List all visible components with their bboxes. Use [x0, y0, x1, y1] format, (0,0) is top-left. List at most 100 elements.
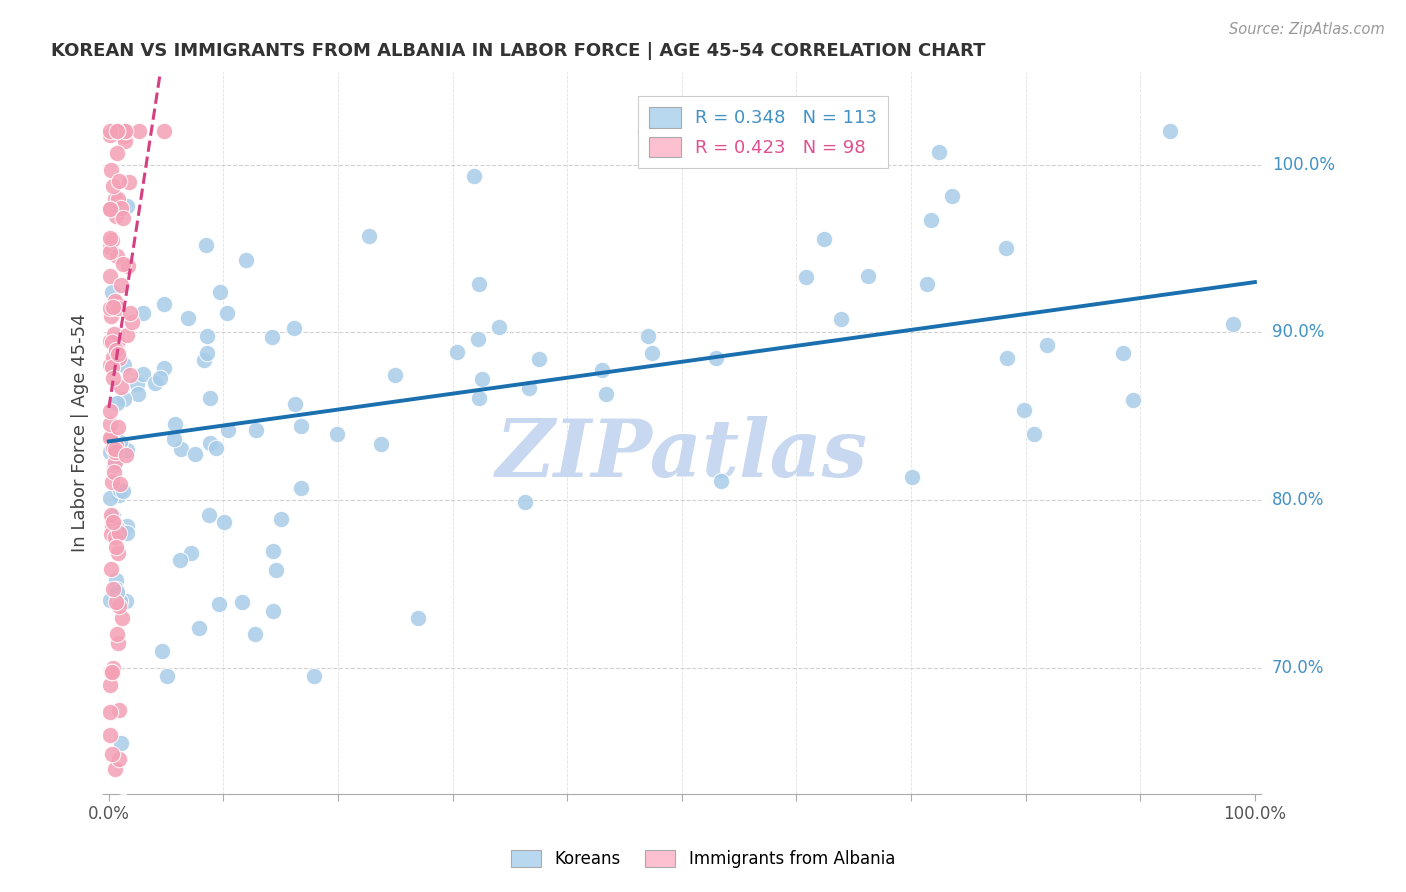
Point: [105, 585, 128, 599]
Point: [326, 426, 349, 441]
Point: [104, 444, 127, 458]
Point: [153, 360, 176, 375]
Point: [105, 336, 128, 351]
Point: [165, 417, 187, 432]
Point: [100, 508, 122, 522]
Point: [98, 593, 121, 607]
Point: [900, 470, 922, 484]
Point: [101, 747, 124, 761]
Point: [107, 351, 129, 365]
Point: [928, 145, 950, 159]
Point: [104, 519, 127, 533]
Point: [105, 396, 128, 410]
Point: [110, 525, 132, 540]
Point: [195, 346, 218, 360]
Point: [112, 211, 135, 226]
Text: KOREAN VS IMMIGRANTS FROM ALBANIA IN LABOR FORCE | AGE 45-54 CORRELATION CHART: KOREAN VS IMMIGRANTS FROM ALBANIA IN LAB…: [51, 42, 986, 60]
Point: [869, 124, 891, 138]
Point: [100, 309, 122, 323]
Point: [235, 253, 257, 268]
Point: [100, 527, 122, 541]
Point: [105, 124, 128, 138]
Point: [1159, 124, 1181, 138]
Point: [212, 515, 235, 529]
Point: [108, 488, 131, 502]
Point: [100, 491, 122, 505]
Point: [856, 269, 879, 284]
Point: [1022, 427, 1045, 442]
Point: [100, 202, 122, 216]
Point: [103, 299, 125, 313]
Point: [98, 231, 121, 245]
Point: [98, 202, 121, 216]
Point: [262, 543, 284, 558]
Point: [197, 508, 219, 522]
Point: [408, 610, 430, 624]
Point: [184, 447, 207, 461]
Point: [98, 128, 121, 142]
Point: [114, 134, 136, 148]
Point: [100, 515, 122, 529]
Point: [105, 582, 128, 596]
Point: [107, 420, 129, 434]
Point: [262, 604, 284, 618]
Point: [110, 594, 132, 608]
Point: [217, 423, 239, 437]
Point: [641, 346, 664, 360]
Point: [112, 392, 135, 406]
Point: [117, 442, 139, 457]
Point: [195, 328, 218, 343]
Point: [752, 136, 775, 150]
Point: [103, 516, 125, 530]
Point: [284, 396, 307, 410]
Point: [103, 465, 125, 479]
Point: [941, 189, 963, 203]
Point: [98, 678, 121, 692]
Point: [1112, 346, 1135, 360]
Point: [108, 483, 131, 498]
Point: [262, 330, 284, 344]
Point: [127, 376, 149, 391]
Point: [110, 380, 132, 394]
Point: [101, 371, 124, 385]
Point: [169, 553, 191, 567]
Point: [104, 296, 127, 310]
Point: [100, 359, 122, 374]
Point: [98, 728, 121, 742]
Point: [110, 201, 132, 215]
Point: [302, 669, 325, 683]
Point: [104, 192, 127, 206]
Point: [468, 391, 491, 405]
Point: [100, 705, 122, 719]
Point: [98, 301, 121, 315]
Point: [110, 278, 132, 293]
Point: [115, 594, 138, 608]
Point: [283, 321, 305, 335]
Point: [108, 434, 131, 449]
Point: [115, 519, 138, 533]
Point: [384, 368, 406, 382]
Point: [170, 442, 193, 456]
Point: [101, 285, 124, 300]
Point: [103, 442, 125, 456]
Point: [101, 582, 124, 596]
Point: [794, 270, 817, 285]
Point: [105, 627, 128, 641]
Point: [370, 437, 392, 451]
Point: [118, 306, 141, 320]
Point: [103, 326, 125, 341]
Point: [1012, 402, 1035, 417]
Point: [132, 306, 155, 320]
Legend: Koreans, Immigrants from Albania: Koreans, Immigrants from Albania: [505, 843, 901, 875]
Point: [105, 438, 128, 452]
Point: [101, 233, 124, 247]
Point: [98, 240, 121, 254]
Point: [121, 315, 143, 329]
Point: [107, 636, 129, 650]
Point: [488, 320, 510, 334]
Point: [104, 294, 127, 309]
Point: [117, 260, 139, 274]
Point: [107, 249, 129, 263]
Point: [98, 358, 121, 372]
Point: [104, 454, 127, 468]
